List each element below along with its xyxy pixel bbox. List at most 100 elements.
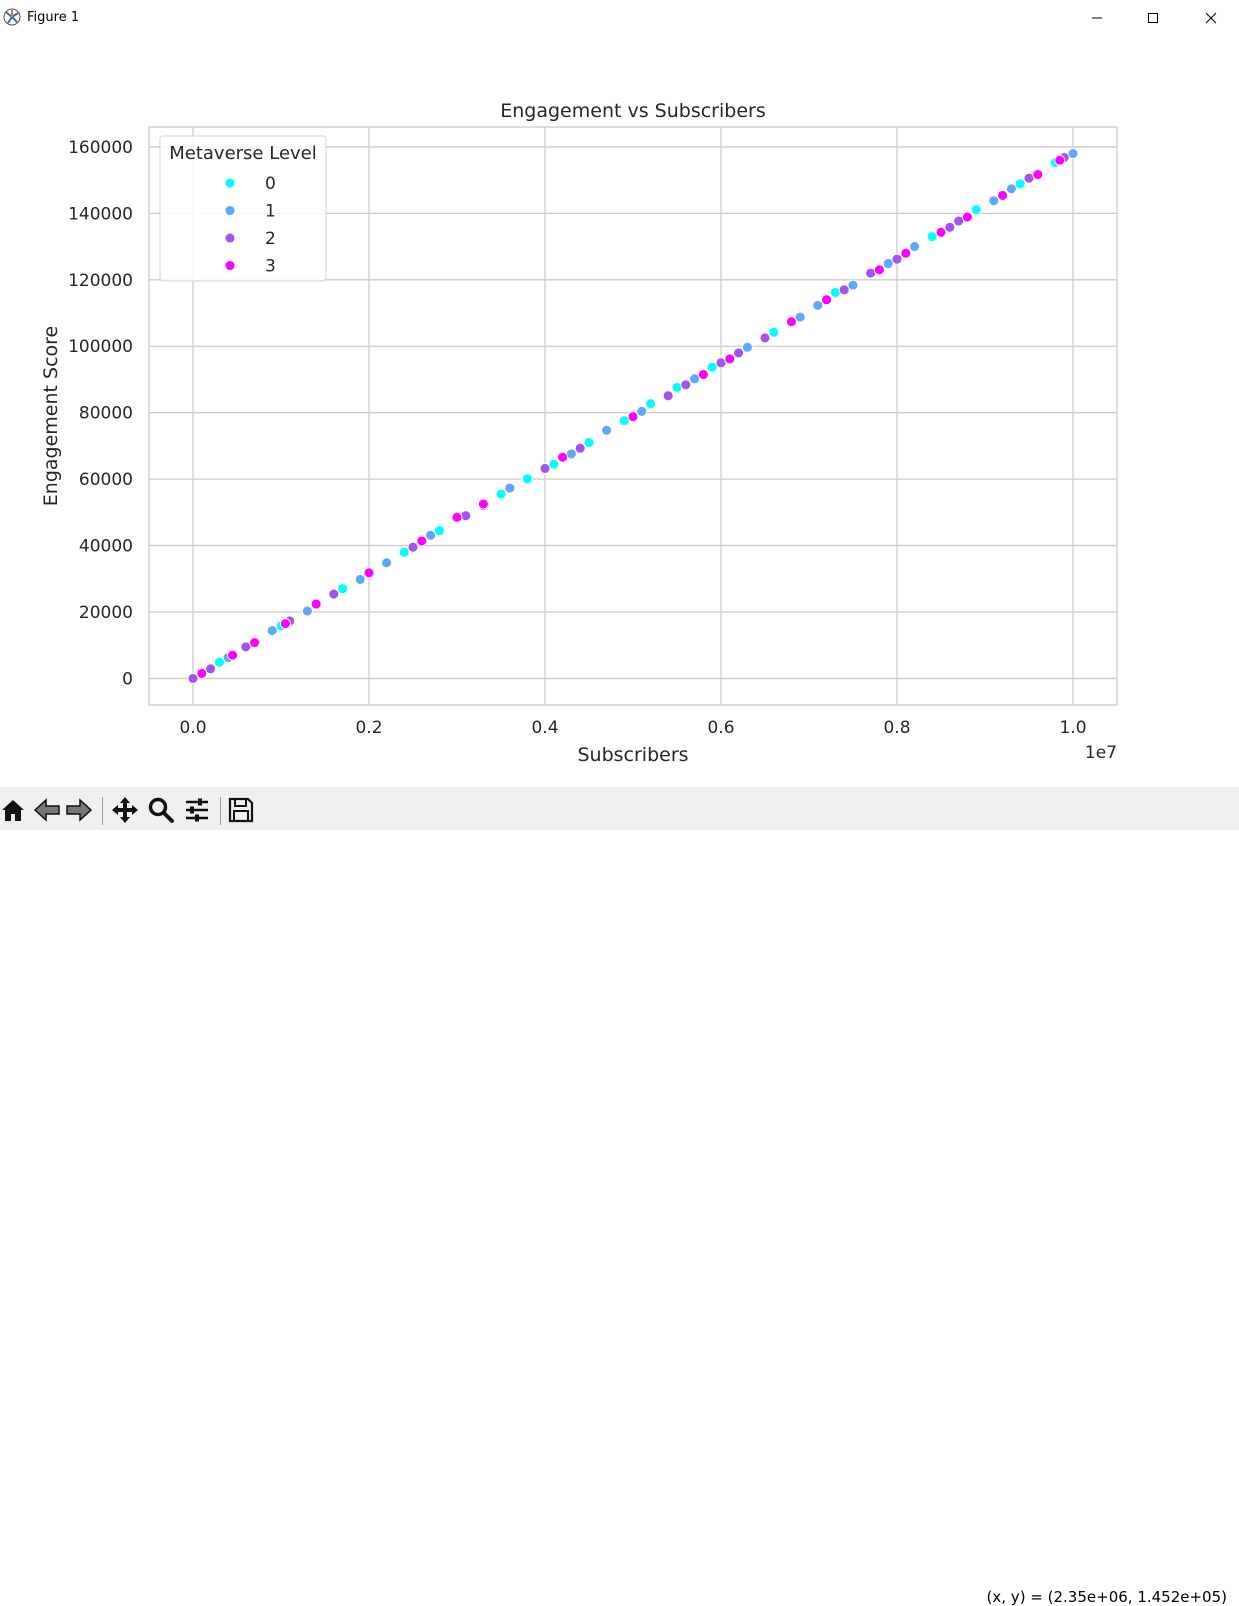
data-point-level-0 [768, 326, 780, 338]
navigation-toolbar: (x, y) = (2.35e+06, 1.452e+05) [0, 787, 1239, 1606]
zoom-button[interactable] [146, 795, 176, 825]
axes-frame [148, 126, 1118, 706]
data-point-level-1 [1005, 183, 1017, 195]
data-point-level-2 [838, 284, 850, 296]
x-axis-label: Subscribers [577, 744, 688, 766]
data-point-level-2 [187, 672, 199, 684]
y-tick-label: 20000 [79, 603, 133, 623]
back-arrow-icon [33, 798, 60, 822]
data-point-level-2 [944, 221, 956, 233]
legend-marker [224, 177, 236, 189]
legend: Metaverse Level 0 1 2 3 [159, 135, 327, 282]
tick-labels: 0.0 0.2 0.4 0.6 0.8 1.0 0 20000 40000 60000 80000 1… [68, 138, 1086, 738]
data-point-level-1 [1067, 148, 1079, 160]
minimize-button[interactable] [1074, 0, 1120, 36]
data-point-level-0 [213, 656, 225, 668]
legend-label: 1 [265, 202, 276, 222]
forward-arrow-icon [66, 798, 93, 822]
data-point-level-3 [821, 294, 833, 306]
data-point-level-1 [504, 482, 516, 494]
data-point-level-2 [407, 541, 419, 553]
data-point-level-3 [477, 498, 489, 510]
data-point-level-2 [715, 357, 727, 369]
data-point-level-3 [900, 247, 912, 259]
window-titlebar: Figure 1 [0, 0, 1239, 36]
data-point-level-1 [847, 279, 859, 291]
data-points [187, 148, 1079, 684]
data-point-level-3 [724, 353, 736, 365]
home-icon [2, 800, 24, 821]
toolbar-separator [102, 797, 103, 825]
data-point-level-1 [636, 405, 648, 417]
close-icon [1205, 12, 1217, 24]
data-point-level-2 [953, 215, 965, 227]
y-tick-label: 120000 [68, 271, 133, 291]
data-point-level-0 [1014, 178, 1026, 190]
data-point-level-3 [935, 226, 947, 238]
legend-marker [224, 232, 236, 244]
data-point-level-0 [433, 525, 445, 537]
data-point-level-3 [1032, 169, 1044, 180]
legend-label: 3 [265, 257, 276, 277]
data-point-level-2 [240, 641, 252, 653]
chart-title: Engagement vs Subscribers [500, 100, 765, 122]
data-point-level-2 [759, 332, 771, 344]
pan-button[interactable] [110, 795, 140, 825]
save-disk-icon [228, 797, 254, 823]
data-point-level-1 [794, 311, 806, 323]
legend-label: 0 [265, 174, 276, 194]
y-tick-label: 140000 [68, 204, 133, 224]
data-point-level-1 [741, 341, 753, 353]
y-axis-label: Engagement Score [40, 326, 62, 506]
x-tick-label: 0.4 [531, 718, 558, 738]
data-point-level-0 [926, 231, 938, 243]
scatter-chart: 0.0 0.2 0.4 0.6 0.8 1.0 0 20000 40000 60000 80000 1… [40, 100, 1118, 766]
x-tick-label: 0.2 [355, 718, 382, 738]
data-point-level-1 [301, 605, 313, 617]
data-point-level-2 [662, 390, 674, 402]
close-button[interactable] [1188, 0, 1234, 36]
x-offset-label: 1e7 [1085, 743, 1117, 763]
configure-subplots-button[interactable] [182, 795, 212, 825]
y-tick-label: 160000 [68, 138, 133, 158]
data-point-level-2 [328, 588, 340, 600]
data-point-level-0 [970, 204, 982, 216]
data-point-level-2 [680, 379, 692, 391]
grid-lines [149, 127, 1117, 705]
data-point-level-1 [909, 241, 921, 253]
matplotlib-icon [3, 8, 21, 26]
toolbar-separator [220, 797, 221, 825]
data-point-level-3 [363, 567, 375, 579]
data-point-level-3 [961, 211, 973, 223]
save-button[interactable] [226, 795, 256, 825]
x-tick-label: 0.6 [707, 718, 734, 738]
data-point-level-1 [988, 195, 1000, 207]
data-point-level-3 [557, 451, 569, 463]
data-point-level-0 [583, 437, 595, 449]
forward-button[interactable] [64, 795, 94, 825]
window-title: Figure 1 [27, 10, 80, 25]
data-point-level-2 [539, 463, 551, 474]
data-point-level-0 [706, 361, 718, 373]
figure-canvas[interactable]: 0.0 0.2 0.4 0.6 0.8 1.0 0 20000 40000 60000 80000 1… [0, 36, 1239, 787]
home-button[interactable] [0, 795, 28, 825]
data-point-level-0 [495, 488, 507, 500]
legend-entries: 0 1 2 3 [224, 174, 276, 277]
data-point-level-3 [997, 189, 1009, 201]
data-point-level-1 [354, 573, 366, 585]
data-point-level-0 [548, 458, 560, 470]
cursor-coordinates: (x, y) = (2.35e+06, 1.452e+05) [986, 1588, 1227, 1606]
back-button[interactable] [32, 795, 62, 825]
maximize-button[interactable] [1130, 0, 1176, 36]
zoom-magnifier-icon [148, 797, 174, 823]
x-tick-label: 0.8 [883, 718, 910, 738]
data-point-level-1 [266, 625, 278, 637]
x-tick-label: 0.0 [179, 718, 206, 738]
data-point-level-3 [873, 264, 885, 276]
data-point-level-2 [733, 347, 745, 359]
y-tick-label: 40000 [79, 537, 133, 557]
data-point-level-3 [785, 316, 797, 328]
legend-label: 2 [265, 229, 276, 249]
data-point-level-1 [601, 424, 613, 436]
minimize-icon [1092, 17, 1102, 19]
